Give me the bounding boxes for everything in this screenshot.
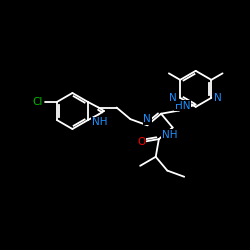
Text: NH: NH [162,130,178,140]
Text: Cl: Cl [33,97,43,107]
Text: N: N [214,93,222,103]
Text: N: N [144,114,151,124]
Text: NH: NH [92,118,107,128]
Text: N: N [169,93,177,103]
Text: O: O [137,137,145,147]
Text: HN: HN [175,100,190,110]
